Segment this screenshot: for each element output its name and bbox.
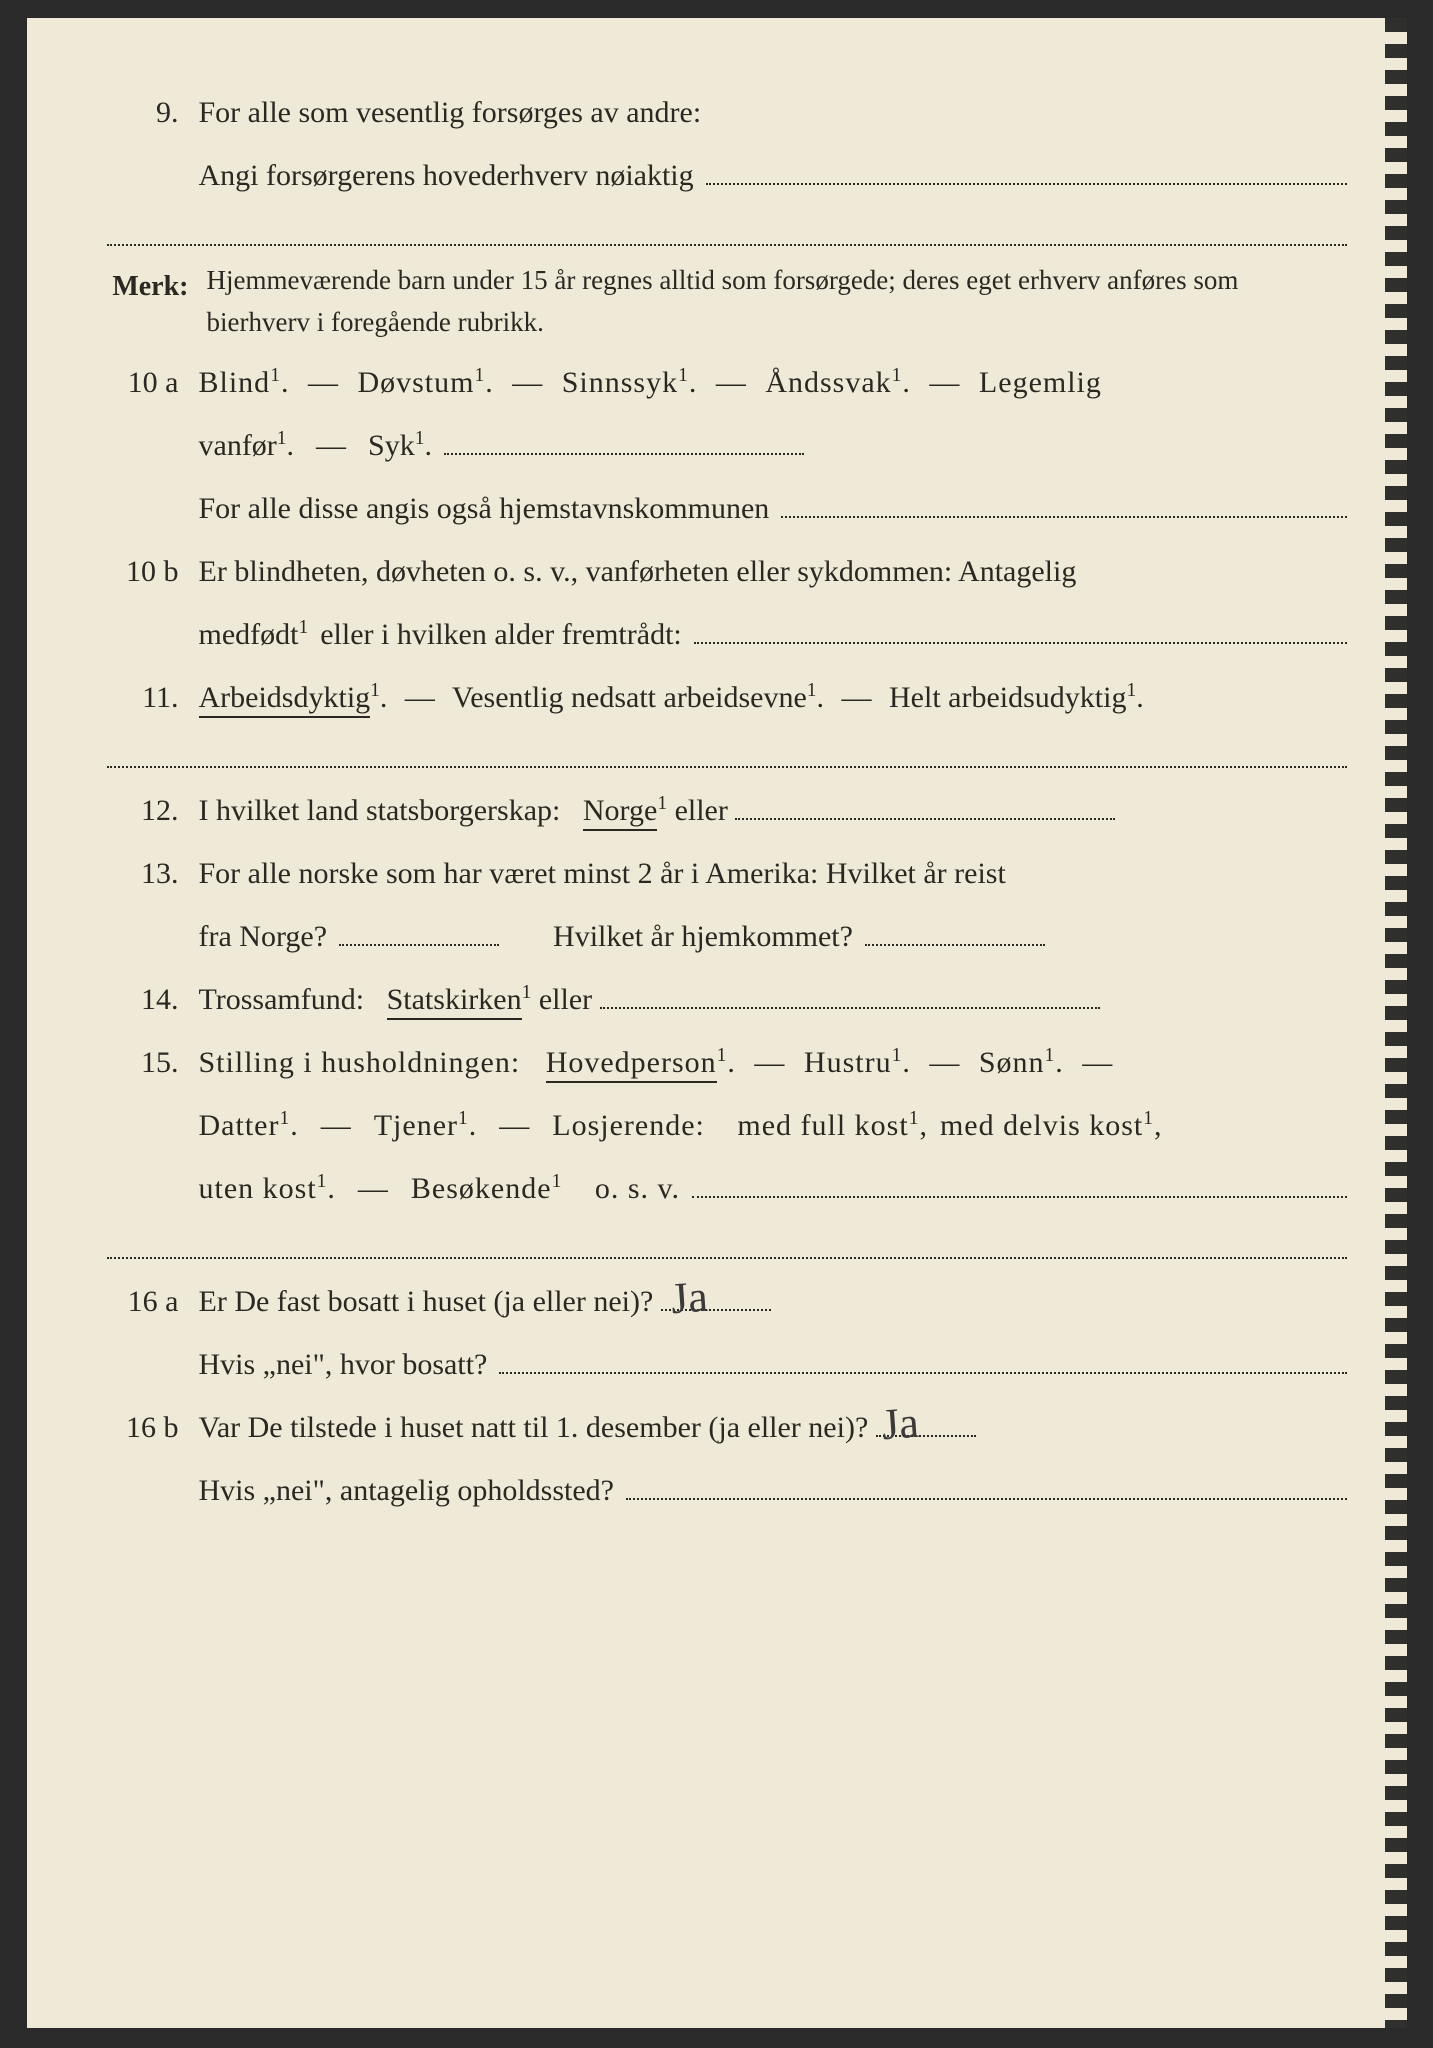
q16a-number: 16 a <box>107 1273 187 1330</box>
q16b-q1: Var De tilstede i huset natt til 1. dese… <box>199 1411 869 1444</box>
q10a-options: Blind1. — Døvstum1. — Sinnssyk1. — Åndss… <box>199 354 1347 411</box>
q10a-hjemstavn: For alle disse angis også hjemstavnskomm… <box>199 480 770 537</box>
q10b-line2: medfødt1 eller i hvilken alder fremtrådt… <box>107 606 1347 663</box>
opt-norge: Norge <box>583 794 657 831</box>
q12-eller: eller <box>675 794 728 827</box>
opt-andssvak: Åndssvak1. <box>765 366 911 399</box>
merk-note: Merk: Hjemmeværende barn under 15 år reg… <box>107 260 1347 344</box>
q14: 14. Trossamfund: Statskirken1 eller <box>107 971 1347 1028</box>
opt-syk: Syk1. <box>368 417 432 474</box>
opt-uten-kost: uten kost1. <box>199 1160 336 1217</box>
opt-sinnssyk: Sinnssyk1. <box>562 366 698 399</box>
q16b-q2: Hvis „nei", antagelig opholdssted? <box>199 1462 615 1519</box>
q15-blank <box>692 1169 1346 1198</box>
q13-text1: For alle norske som har været minst 2 år… <box>199 845 1347 902</box>
q16a-blank1: Ja <box>661 1282 771 1311</box>
q13-blank1 <box>339 917 499 946</box>
q9-line1: 9. For alle som vesentlig forsørges av a… <box>107 84 1347 141</box>
q10b: 10 b Er blindheten, døvheten o. s. v., v… <box>107 543 1347 600</box>
opt-arbeidsdyktig: Arbeidsdyktig <box>199 681 371 718</box>
q15-number: 15. <box>107 1034 187 1091</box>
q14-eller: eller <box>539 983 592 1016</box>
q16a-blank2 <box>499 1345 1346 1374</box>
q15-line3: uten kost1. — Besøkende1 o. s. v. <box>107 1160 1347 1217</box>
opt-datter: Datter1. <box>199 1097 299 1154</box>
opt-blind: Blind1. <box>199 366 290 399</box>
opt-besokende: Besøkende1 <box>411 1160 562 1217</box>
opt-hovedperson: Hovedperson <box>546 1046 717 1083</box>
q16a-answer: Ja <box>668 1255 710 1341</box>
q9-continuation-line <box>107 238 1347 246</box>
q15-osv: o. s. v. <box>595 1160 680 1217</box>
opt-vanfor: vanfør1. <box>199 417 295 474</box>
q16a-q2: Hvis „nei", hvor bosatt? <box>199 1336 488 1393</box>
q13-number: 13. <box>107 845 187 902</box>
q10b-medfodt: medfødt1 <box>199 606 309 663</box>
q12: 12. I hvilket land statsborgerskap: Norg… <box>107 782 1347 839</box>
census-form-page: 9. For alle som vesentlig forsørges av a… <box>27 18 1407 2028</box>
q11: 11. Arbeidsdyktig1. — Vesentlig nedsatt … <box>107 669 1347 726</box>
q16a-q1: Er De fast bosatt i huset (ja eller nei)… <box>199 1285 654 1318</box>
divider-2 <box>107 1251 1347 1259</box>
q15-losjerende: Losjerende: <box>552 1097 705 1154</box>
q12-body: I hvilket land statsborgerskap: Norge1 e… <box>199 782 1347 839</box>
opt-hustru: Hustru1. <box>804 1046 911 1079</box>
q15: 15. Stilling i husholdningen: Hovedperso… <box>107 1034 1347 1091</box>
q10a: 10 a Blind1. — Døvstum1. — Sinnssyk1. — … <box>107 354 1347 411</box>
divider-1 <box>107 760 1347 768</box>
q10b-mid: eller i hvilken alder fremtrådt: <box>320 606 682 663</box>
opt-full-kost: med full kost1, <box>737 1097 928 1154</box>
q14-prefix: Trossamfund: <box>199 983 365 1016</box>
q16b-answer: Ja <box>879 1381 921 1467</box>
q10b-text1: Er blindheten, døvheten o. s. v., vanfør… <box>199 543 1347 600</box>
q13-line2: fra Norge? Hvilket år hjemkommet? <box>107 908 1347 965</box>
merk-text: Hjemmeværende barn under 15 år regnes al… <box>207 260 1347 344</box>
q11-options: Arbeidsdyktig1. — Vesentlig nedsatt arbe… <box>199 669 1347 726</box>
q16a-line2: Hvis „nei", hvor bosatt? <box>107 1336 1347 1393</box>
q10a-line3: For alle disse angis også hjemstavnskomm… <box>107 480 1347 537</box>
q15-prefix: Stilling i husholdningen: <box>199 1046 521 1079</box>
q9-text2: Angi forsørgerens hovederhverv nøiaktig <box>199 147 694 204</box>
q15-body: Stilling i husholdningen: Hovedperson1. … <box>199 1034 1347 1091</box>
q10b-number: 10 b <box>107 543 187 600</box>
q13-blank2 <box>865 917 1045 946</box>
opt-delvis-kost: med delvis kost1, <box>940 1097 1163 1154</box>
q14-number: 14. <box>107 971 187 1028</box>
q16b: 16 b Var De tilstede i huset natt til 1.… <box>107 1399 1347 1456</box>
q16b-blank1: Ja <box>876 1408 976 1437</box>
q16b-blank2 <box>626 1471 1347 1500</box>
q16a-body: Er De fast bosatt i huset (ja eller nei)… <box>199 1273 1347 1330</box>
q10a-blank1 <box>444 426 804 455</box>
merk-label: Merk: <box>107 260 189 344</box>
q11-number: 11. <box>107 669 187 726</box>
opt-sonn: Sønn1. <box>979 1046 1064 1079</box>
opt-legemlig: Legemlig <box>979 366 1102 399</box>
q15-line2: Datter1. — Tjener1. — Losjerende: med fu… <box>107 1097 1347 1154</box>
q16b-body: Var De tilstede i huset natt til 1. dese… <box>199 1399 1347 1456</box>
q10b-blank <box>694 615 1347 644</box>
q9-blank <box>706 156 1347 185</box>
q13: 13. For alle norske som har været minst … <box>107 845 1347 902</box>
q12-prefix: I hvilket land statsborgerskap: <box>199 794 561 827</box>
q12-number: 12. <box>107 782 187 839</box>
q16b-number: 16 b <box>107 1399 187 1456</box>
q10a-number: 10 a <box>107 354 187 411</box>
q9-number: 9. <box>107 84 187 141</box>
opt-nedsatt: Vesentlig nedsatt arbeidsevne1. <box>452 681 824 714</box>
opt-statskirken: Statskirken <box>387 983 522 1020</box>
q10a-blank2 <box>781 489 1346 518</box>
q13-hjemkommet: Hvilket år hjemkommet? <box>553 908 853 965</box>
q14-blank <box>600 980 1100 1009</box>
q16a: 16 a Er De fast bosatt i huset (ja eller… <box>107 1273 1347 1330</box>
q12-blank <box>735 791 1115 820</box>
q10a-line2: vanfør1. — Syk1. <box>107 417 1347 474</box>
q13-fra-norge: fra Norge? <box>199 908 328 965</box>
opt-dovstum: Døvstum1. <box>357 366 493 399</box>
opt-helt-udyktig: Helt arbeidsudyktig1. <box>889 681 1144 714</box>
q16b-line2: Hvis „nei", antagelig opholdssted? <box>107 1462 1347 1519</box>
q14-body: Trossamfund: Statskirken1 eller <box>199 971 1347 1028</box>
opt-tjener: Tjener1. <box>374 1097 478 1154</box>
q9-text1: For alle som vesentlig forsørges av andr… <box>199 84 1347 141</box>
q9-line2: Angi forsørgerens hovederhverv nøiaktig <box>107 147 1347 204</box>
